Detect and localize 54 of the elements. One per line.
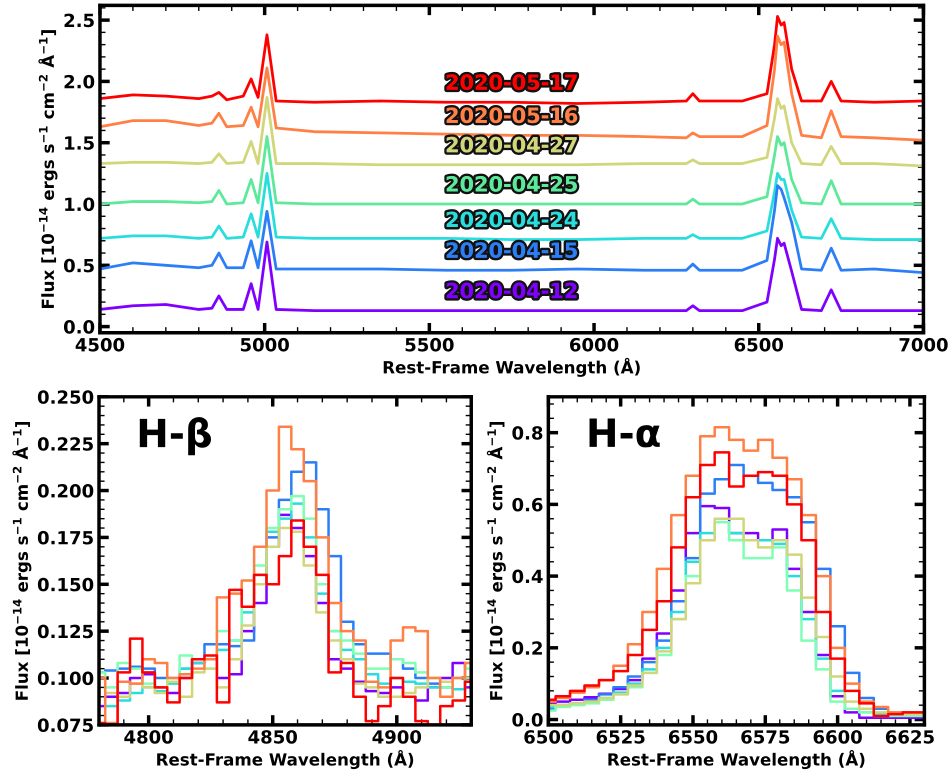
y-tick-label: 0.250 — [38, 390, 94, 404]
series-label: 2020-04-15 — [446, 242, 577, 258]
annotation: H-β — [140, 417, 212, 456]
y-tick-label: 0.075 — [38, 718, 93, 732]
series-label: 2020-04-24 — [446, 212, 578, 228]
line-series — [100, 135, 924, 206]
x-tick-label: 6500 — [734, 338, 784, 352]
y-tick-label: 0.150 — [38, 578, 94, 592]
series-label: 2020-04-12 — [446, 282, 577, 298]
series-label: 2020-04-25 — [446, 176, 577, 192]
y-tick-label: 0.225 — [38, 437, 93, 451]
x-tick-label: 6500 — [524, 730, 573, 744]
series-label: 2020-04-27 — [446, 136, 577, 153]
y-tick-label: 1.0 — [65, 197, 94, 212]
y-tick-label: 2.0 — [64, 74, 94, 89]
text: Flux [10$^{−14}$ ergs s$^{−1}$ cm$^{−2}$ Å$^{−1}$] — [38, 30, 58, 308]
x-tick-label: 6550 — [668, 730, 718, 744]
y-tick-label: 0.200 — [38, 484, 94, 498]
x-tick-label: 4500 — [76, 338, 124, 352]
line-series — [100, 236, 924, 312]
y-tick-label: 0.6 — [512, 498, 543, 512]
y-tick-label: 0.125 — [38, 624, 93, 638]
x-tick-label: 6575 — [741, 730, 790, 744]
annotation: H-α — [590, 418, 660, 448]
y-tick-label: 1.5 — [65, 136, 94, 150]
y-tick-label: 0.100 — [38, 671, 94, 686]
y-tick-label: 0.5 — [64, 258, 94, 272]
text: Flux [10$^{−14}$ ergs s$^{−1}$ cm$^{−2}$ Å$^{−1}$] — [12, 422, 32, 700]
x-axis-title: Rest-Frame Wavelength (Å) — [157, 750, 414, 770]
y-tick-label: 0.0 — [512, 712, 543, 727]
y-tick-label: 2.5 — [64, 14, 94, 28]
x-tick-label: 4850 — [248, 730, 297, 744]
x-tick-label: 4900 — [372, 730, 422, 744]
x-tick-label: 5000 — [240, 338, 289, 352]
x-axis-title: Rest-Frame Wavelength (Å) — [608, 750, 864, 770]
x-tick-label: 6000 — [570, 338, 618, 352]
series-label: 2020-05-16 — [446, 107, 578, 124]
y-tick-label: 0.0 — [64, 320, 94, 334]
x-tick-label: 7000 — [900, 338, 948, 352]
y-tick-label: 0.8 — [512, 426, 542, 440]
series-label: 2020-05-17 — [446, 74, 577, 90]
x-tick-label: 4800 — [124, 730, 173, 744]
line-series — [100, 96, 924, 168]
x-tick-label: 5500 — [406, 338, 454, 352]
y-tick-label: 0.2 — [512, 641, 542, 655]
y-tick-label: 0.4 — [512, 570, 543, 584]
x-tick-label: 6525 — [596, 730, 645, 744]
x-axis-title: Rest-Frame Wavelength (Å) — [384, 358, 640, 377]
y-tick-label: 0.175 — [38, 530, 93, 545]
x-tick-label: 6625 — [886, 730, 934, 744]
text: Flux [10$^{−14}$ ergs s$^{−1}$ cm$^{−2}$ Å$^{−1}$] — [486, 422, 506, 700]
x-tick-label: 6600 — [814, 730, 862, 744]
line-series — [100, 172, 924, 241]
line-series — [100, 15, 924, 105]
